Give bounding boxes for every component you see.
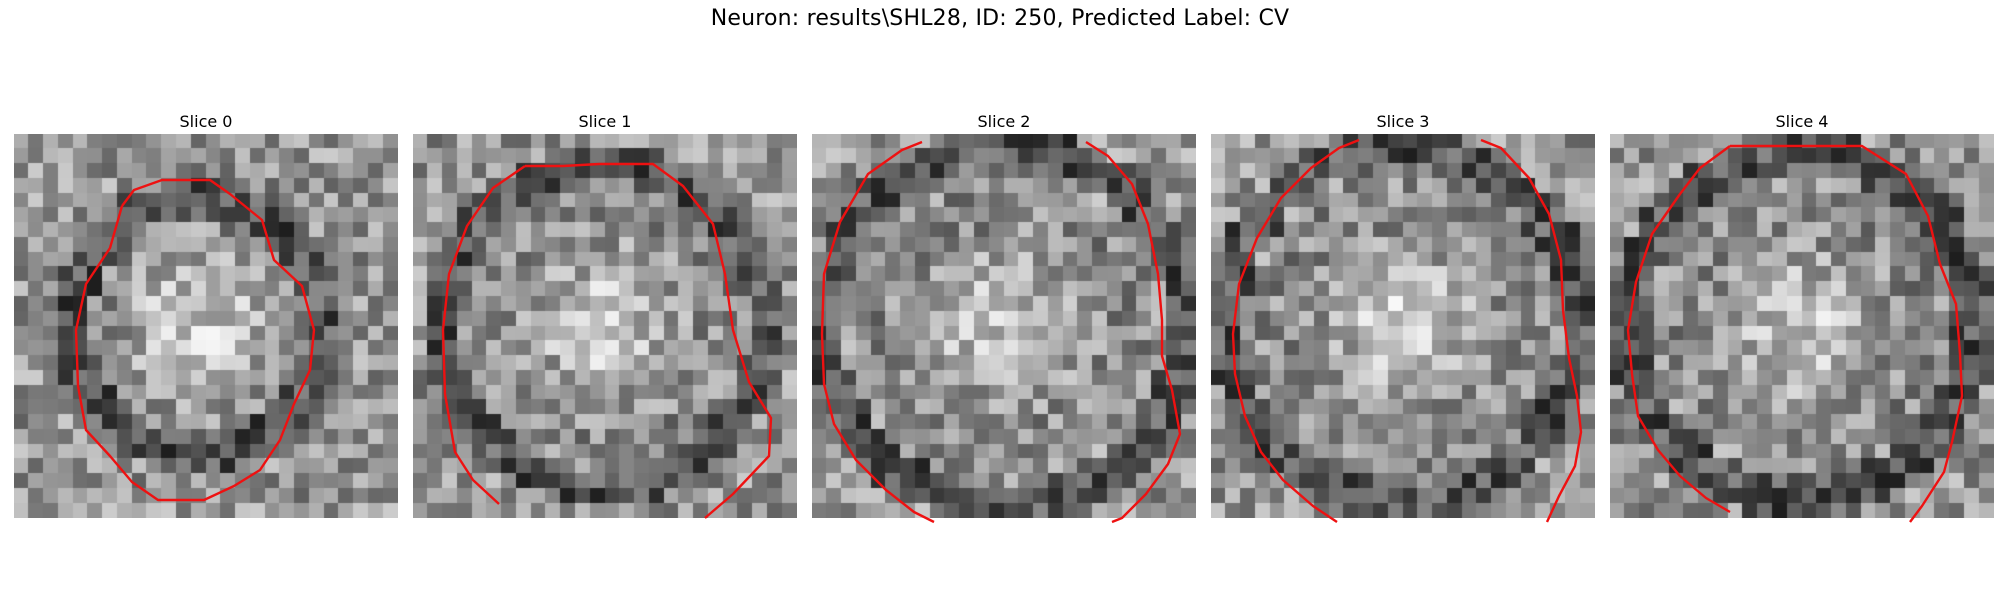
- slice-title-3: Slice 3: [1376, 112, 1430, 131]
- slice-image-2: [812, 134, 1196, 518]
- contour-overlay-2: [820, 140, 1182, 524]
- slice-title-4: Slice 4: [1775, 112, 1829, 131]
- slice-panel-0: Slice 0: [14, 112, 398, 522]
- slice-image-3: [1211, 134, 1595, 518]
- cell-contour-4b: [1626, 145, 1731, 514]
- cell-contour-1b: [441, 165, 526, 505]
- slice-title-2: Slice 2: [977, 112, 1031, 131]
- cell-contour-1: [525, 162, 773, 519]
- cell-contour-3b: [1480, 138, 1583, 523]
- contour-overlay-3: [1231, 138, 1583, 523]
- cell-contour-4: [1730, 144, 1964, 523]
- contour-overlay-4: [1626, 144, 1964, 523]
- slice-panel-2: Slice 2: [812, 112, 1196, 524]
- slice-panel-1: Slice 1: [413, 112, 797, 522]
- slice-image-4: [1610, 134, 1994, 518]
- contour-overlay-1: [441, 162, 773, 519]
- cell-contour-2b: [1085, 140, 1182, 524]
- cell-contour-2: [820, 140, 935, 524]
- contour-overlay-0: [74, 178, 316, 502]
- slice-panel-3: Slice 3: [1211, 112, 1595, 523]
- cell-contour-0: [74, 178, 316, 502]
- cell-contour-3: [1231, 138, 1360, 523]
- figure-title: Neuron: results\SHL28, ID: 250, Predicte…: [710, 6, 1290, 31]
- slice-title-1: Slice 1: [578, 112, 632, 131]
- slice-panel-4: Slice 4: [1610, 112, 1994, 523]
- slice-title-0: Slice 0: [179, 112, 233, 131]
